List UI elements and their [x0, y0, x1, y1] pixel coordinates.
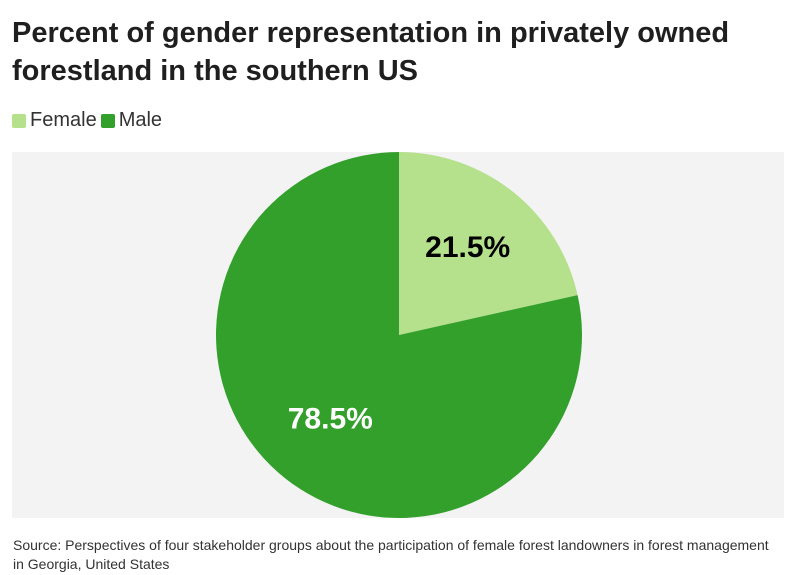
- pie-slice-female[interactable]: [399, 152, 578, 335]
- pie-chart: 21.5% 78.5%: [215, 152, 582, 518]
- legend-swatch-female: [12, 113, 26, 128]
- chart-title: Percent of gender representation in priv…: [12, 17, 730, 87]
- legend-swatch-male: [100, 113, 115, 128]
- pie-label-female: 21.5%: [425, 231, 510, 264]
- legend-label-female: Female: [30, 109, 97, 131]
- source-note: Source: Perspectives of four stakeholder…: [13, 537, 769, 572]
- pie-label-male: 78.5%: [288, 403, 373, 436]
- legend-item-female[interactable]: Female: [12, 109, 97, 132]
- legend-item-male[interactable]: Male: [100, 109, 163, 132]
- pie-slice-male[interactable]: [215, 152, 582, 518]
- legend: Female Male: [12, 109, 166, 132]
- legend-label-male: Male: [118, 109, 163, 131]
